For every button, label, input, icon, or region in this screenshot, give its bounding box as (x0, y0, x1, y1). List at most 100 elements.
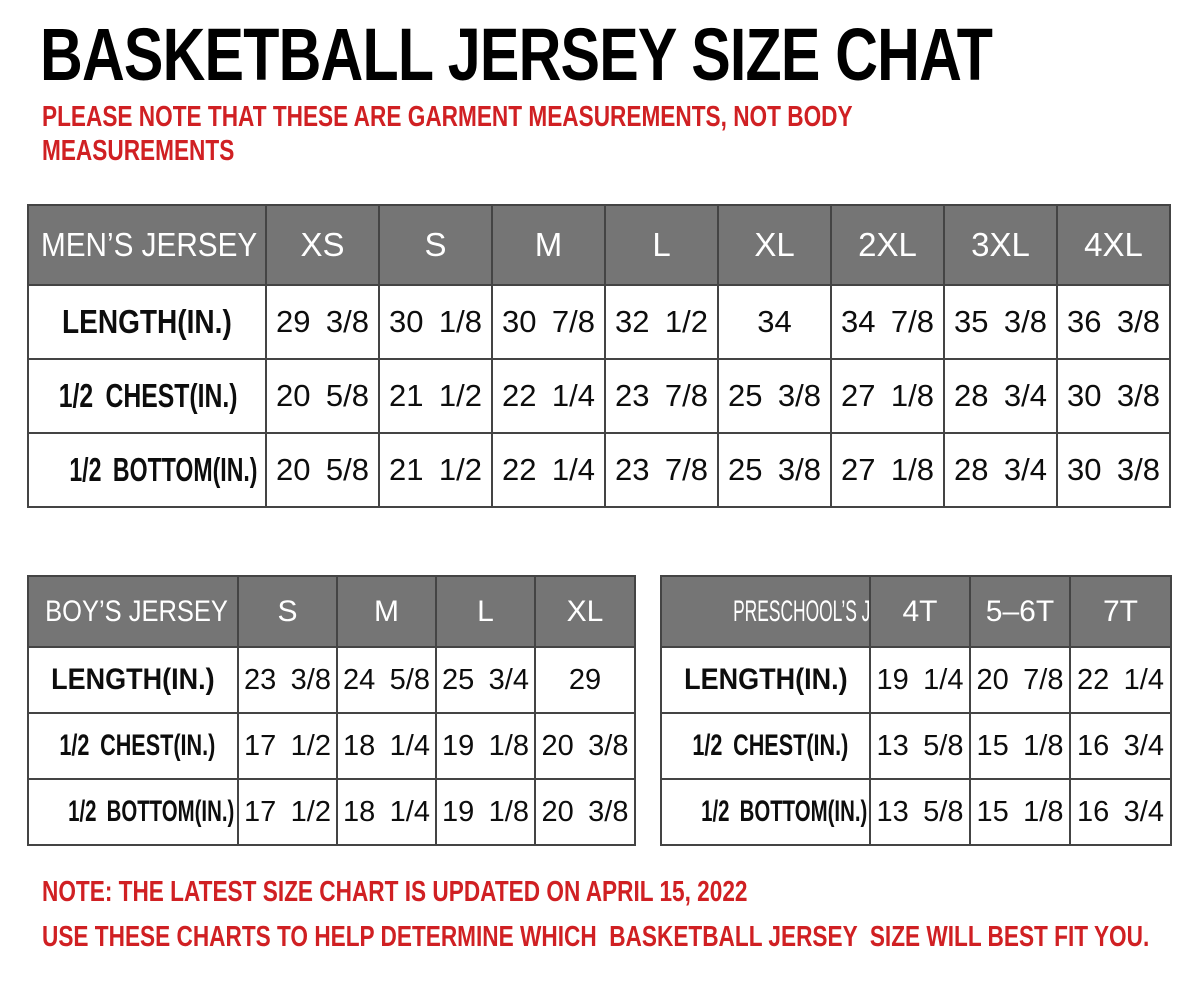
cell-text: LENGTH(IN.) (62, 303, 232, 340)
size-header-cell: S (237, 575, 338, 648)
size-value-cell: 18 1/4 (336, 712, 437, 780)
size-header-cell: 2XL (830, 204, 945, 286)
table-row: 1/2 BOTTOM(IN.) 20 5/8 21 1/2 22 1/4 23 … (27, 432, 1171, 508)
cell-text: 1/2 BOTTOM(IN.) (701, 795, 868, 828)
note-line: NOTE: THE LATEST SIZE CHART IS UPDATED O… (42, 876, 1200, 908)
cell-text: PRESCHOOL’S JERSEY (733, 594, 870, 628)
size-value-cell: 27 1/8 (830, 432, 945, 508)
size-value-cell: 17 1/2 (237, 712, 338, 780)
table-header-row: MEN’S JERSEY XS S M L XL 2XL 3XL 4XL (27, 204, 1171, 286)
size-header-cell: 5–6T (969, 575, 1071, 648)
note-line: MEASUREMENTS (42, 134, 1081, 168)
size-value-cell: 32 1/2 (604, 284, 719, 360)
size-value-cell: 13 5/8 (869, 778, 971, 846)
measure-label-cell: 1/2 BOTTOM(IN.) (660, 778, 871, 846)
size-header-cell: 4T (869, 575, 971, 648)
size-value-cell: 20 7/8 (969, 646, 1071, 714)
size-header-cell: XL (534, 575, 636, 648)
size-value-cell: 30 3/8 (1056, 358, 1171, 434)
measure-label-cell: LENGTH(IN.) (27, 646, 239, 714)
size-value-cell: 21 1/2 (378, 358, 493, 434)
size-header-cell: XL (717, 204, 832, 286)
size-value-cell: 15 1/8 (969, 778, 1071, 846)
size-header-cell: 4XL (1056, 204, 1171, 286)
size-value-cell: 34 7/8 (830, 284, 945, 360)
size-value-cell: 25 3/8 (717, 432, 832, 508)
size-value-cell: 36 3/8 (1056, 284, 1171, 360)
boys-size-table: BOY’S JERSEY S M L XL LENGTH(IN.) 23 3/8… (27, 575, 636, 846)
size-value-cell: 28 3/4 (943, 432, 1058, 508)
table-row: LENGTH(IN.) 29 3/8 30 1/8 30 7/8 32 1/2 … (27, 284, 1171, 360)
size-value-cell: 23 3/8 (237, 646, 338, 714)
size-value-cell: 16 3/4 (1069, 712, 1172, 780)
cell-text: 1/2 CHEST(IN.) (59, 729, 216, 762)
measure-label-cell: 1/2 CHEST(IN.) (27, 358, 267, 434)
measure-label-cell: LENGTH(IN.) (660, 646, 871, 714)
mens-size-table: MEN’S JERSEY XS S M L XL 2XL 3XL 4XL LEN… (27, 204, 1171, 508)
measure-label-cell: 1/2 BOTTOM(IN.) (27, 432, 267, 508)
table-row: 1/2 CHEST(IN.) 20 5/8 21 1/2 22 1/4 23 7… (27, 358, 1171, 434)
measure-label-cell: 1/2 CHEST(IN.) (27, 712, 239, 780)
size-header-cell: L (604, 204, 719, 286)
size-value-cell: 19 1/4 (869, 646, 971, 714)
size-value-cell: 34 (717, 284, 832, 360)
cell-text: 1/2 CHEST(IN.) (58, 377, 238, 414)
size-value-cell: 19 1/8 (435, 778, 536, 846)
note-line: PLEASE NOTE THAT THESE ARE GARMENT MEASU… (42, 100, 1081, 134)
size-header-cell: M (491, 204, 606, 286)
size-value-cell: 22 1/4 (1069, 646, 1172, 714)
table-row: 1/2 BOTTOM(IN.) 13 5/8 15 1/8 16 3/4 (660, 778, 1172, 846)
note-line: USE THESE CHARTS TO HELP DETERMINE WHICH… (42, 921, 1200, 953)
table-row: 1/2 CHEST(IN.) 17 1/2 18 1/4 19 1/8 20 3… (27, 712, 636, 780)
cell-text: MEN’S JERSEY (41, 226, 258, 263)
preschool-size-table: PRESCHOOL’S JERSEY 4T 5–6T 7T LENGTH(IN.… (660, 575, 1172, 846)
garment-measurement-note: PLEASE NOTE THAT THESE ARE GARMENT MEASU… (42, 100, 1081, 168)
cell-text: LENGTH(IN.) (51, 663, 215, 696)
size-value-cell: 23 7/8 (604, 358, 719, 434)
size-value-cell: 30 7/8 (491, 284, 606, 360)
size-value-cell: 22 1/4 (491, 432, 606, 508)
table-header-row: PRESCHOOL’S JERSEY 4T 5–6T 7T (660, 575, 1172, 648)
size-value-cell: 18 1/4 (336, 778, 437, 846)
measure-label-cell: 1/2 CHEST(IN.) (660, 712, 871, 780)
cell-text: 1/2 BOTTOM(IN.) (69, 451, 258, 488)
size-value-cell: 25 3/4 (435, 646, 536, 714)
size-value-cell: 29 3/8 (265, 284, 380, 360)
table-title-cell: MEN’S JERSEY (27, 204, 267, 286)
size-value-cell: 19 1/8 (435, 712, 536, 780)
cell-text: LENGTH(IN.) (683, 663, 848, 696)
size-value-cell: 22 1/4 (491, 358, 606, 434)
size-value-cell: 24 5/8 (336, 646, 437, 714)
size-header-cell: 7T (1069, 575, 1172, 648)
page-title: BASKETBALL JERSEY SIZE CHAT (40, 13, 993, 96)
table-header-row: BOY’S JERSEY S M L XL (27, 575, 636, 648)
table-title-cell: PRESCHOOL’S JERSEY (660, 575, 871, 648)
bottom-notes: NOTE: THE LATEST SIZE CHART IS UPDATED O… (42, 876, 1200, 966)
size-value-cell: 25 3/8 (717, 358, 832, 434)
table-row: LENGTH(IN.) 23 3/8 24 5/8 25 3/4 29 (27, 646, 636, 714)
size-value-cell: 30 3/8 (1056, 432, 1171, 508)
note-text: USE THESE CHARTS TO HELP DETERMINE WHICH… (42, 921, 1150, 953)
size-value-cell: 27 1/8 (830, 358, 945, 434)
measure-label-cell: LENGTH(IN.) (27, 284, 267, 360)
table-row: LENGTH(IN.) 19 1/4 20 7/8 22 1/4 (660, 646, 1172, 714)
cell-text: BOY’S JERSEY (45, 594, 228, 628)
measure-label-cell: 1/2 BOTTOM(IN.) (27, 778, 239, 846)
cell-text: 1/2 CHEST(IN.) (692, 729, 849, 762)
size-value-cell: 20 3/8 (534, 778, 636, 846)
size-value-cell: 20 5/8 (265, 358, 380, 434)
size-header-cell: XS (265, 204, 380, 286)
note-text: MEASUREMENTS (42, 135, 235, 167)
size-value-cell: 21 1/2 (378, 432, 493, 508)
size-value-cell: 17 1/2 (237, 778, 338, 846)
note-text: NOTE: THE LATEST SIZE CHART IS UPDATED O… (42, 876, 748, 908)
size-value-cell: 20 5/8 (265, 432, 380, 508)
size-value-cell: 30 1/8 (378, 284, 493, 360)
note-text: PLEASE NOTE THAT THESE ARE GARMENT MEASU… (42, 101, 853, 133)
cell-text: 1/2 BOTTOM(IN.) (68, 795, 235, 828)
size-value-cell: 35 3/8 (943, 284, 1058, 360)
size-header-cell: M (336, 575, 437, 648)
size-value-cell: 13 5/8 (869, 712, 971, 780)
size-header-cell: 3XL (943, 204, 1058, 286)
size-header-cell: S (378, 204, 493, 286)
